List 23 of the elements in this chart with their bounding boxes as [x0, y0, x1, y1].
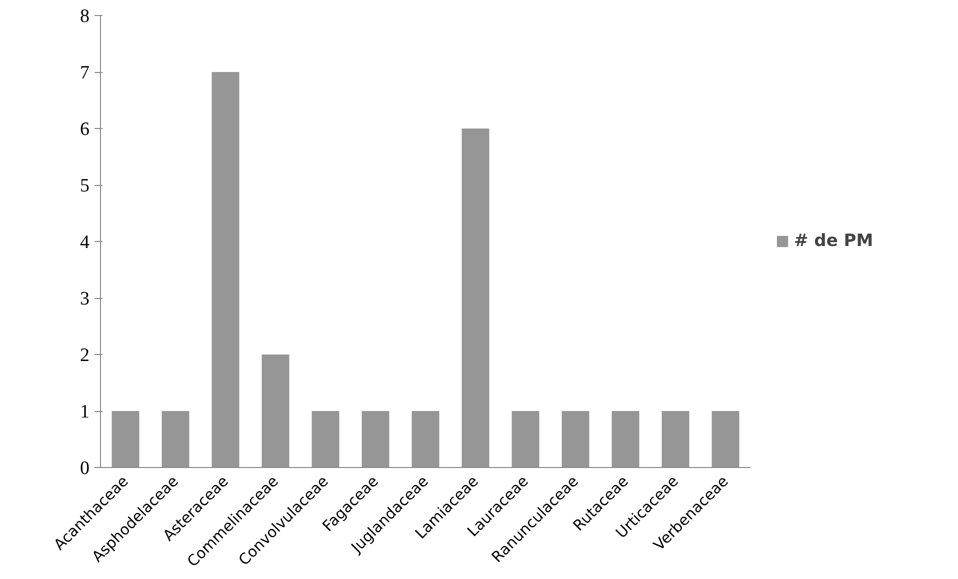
bar — [412, 411, 440, 468]
bar — [462, 128, 490, 468]
bar — [262, 354, 290, 468]
bar — [162, 411, 190, 468]
y-tick-label: 6 — [80, 119, 90, 140]
y-tick-label: 4 — [80, 232, 90, 253]
bar — [712, 411, 740, 468]
y-tick-label: 0 — [80, 458, 90, 479]
bar — [512, 411, 540, 468]
y-tick-label: 8 — [80, 6, 90, 27]
bar — [362, 411, 390, 468]
y-tick-label: 3 — [80, 288, 90, 310]
bar — [112, 411, 140, 468]
bar — [312, 411, 340, 468]
y-tick-label: 2 — [80, 345, 90, 366]
y-tick-label: 5 — [80, 176, 90, 196]
y-tick-label: 7 — [80, 62, 90, 84]
bar — [612, 411, 640, 468]
bar — [562, 411, 590, 468]
legend-label: # de PM — [794, 231, 874, 251]
bar — [212, 72, 240, 468]
bar — [662, 411, 690, 468]
y-tick-label: 1 — [80, 402, 90, 422]
